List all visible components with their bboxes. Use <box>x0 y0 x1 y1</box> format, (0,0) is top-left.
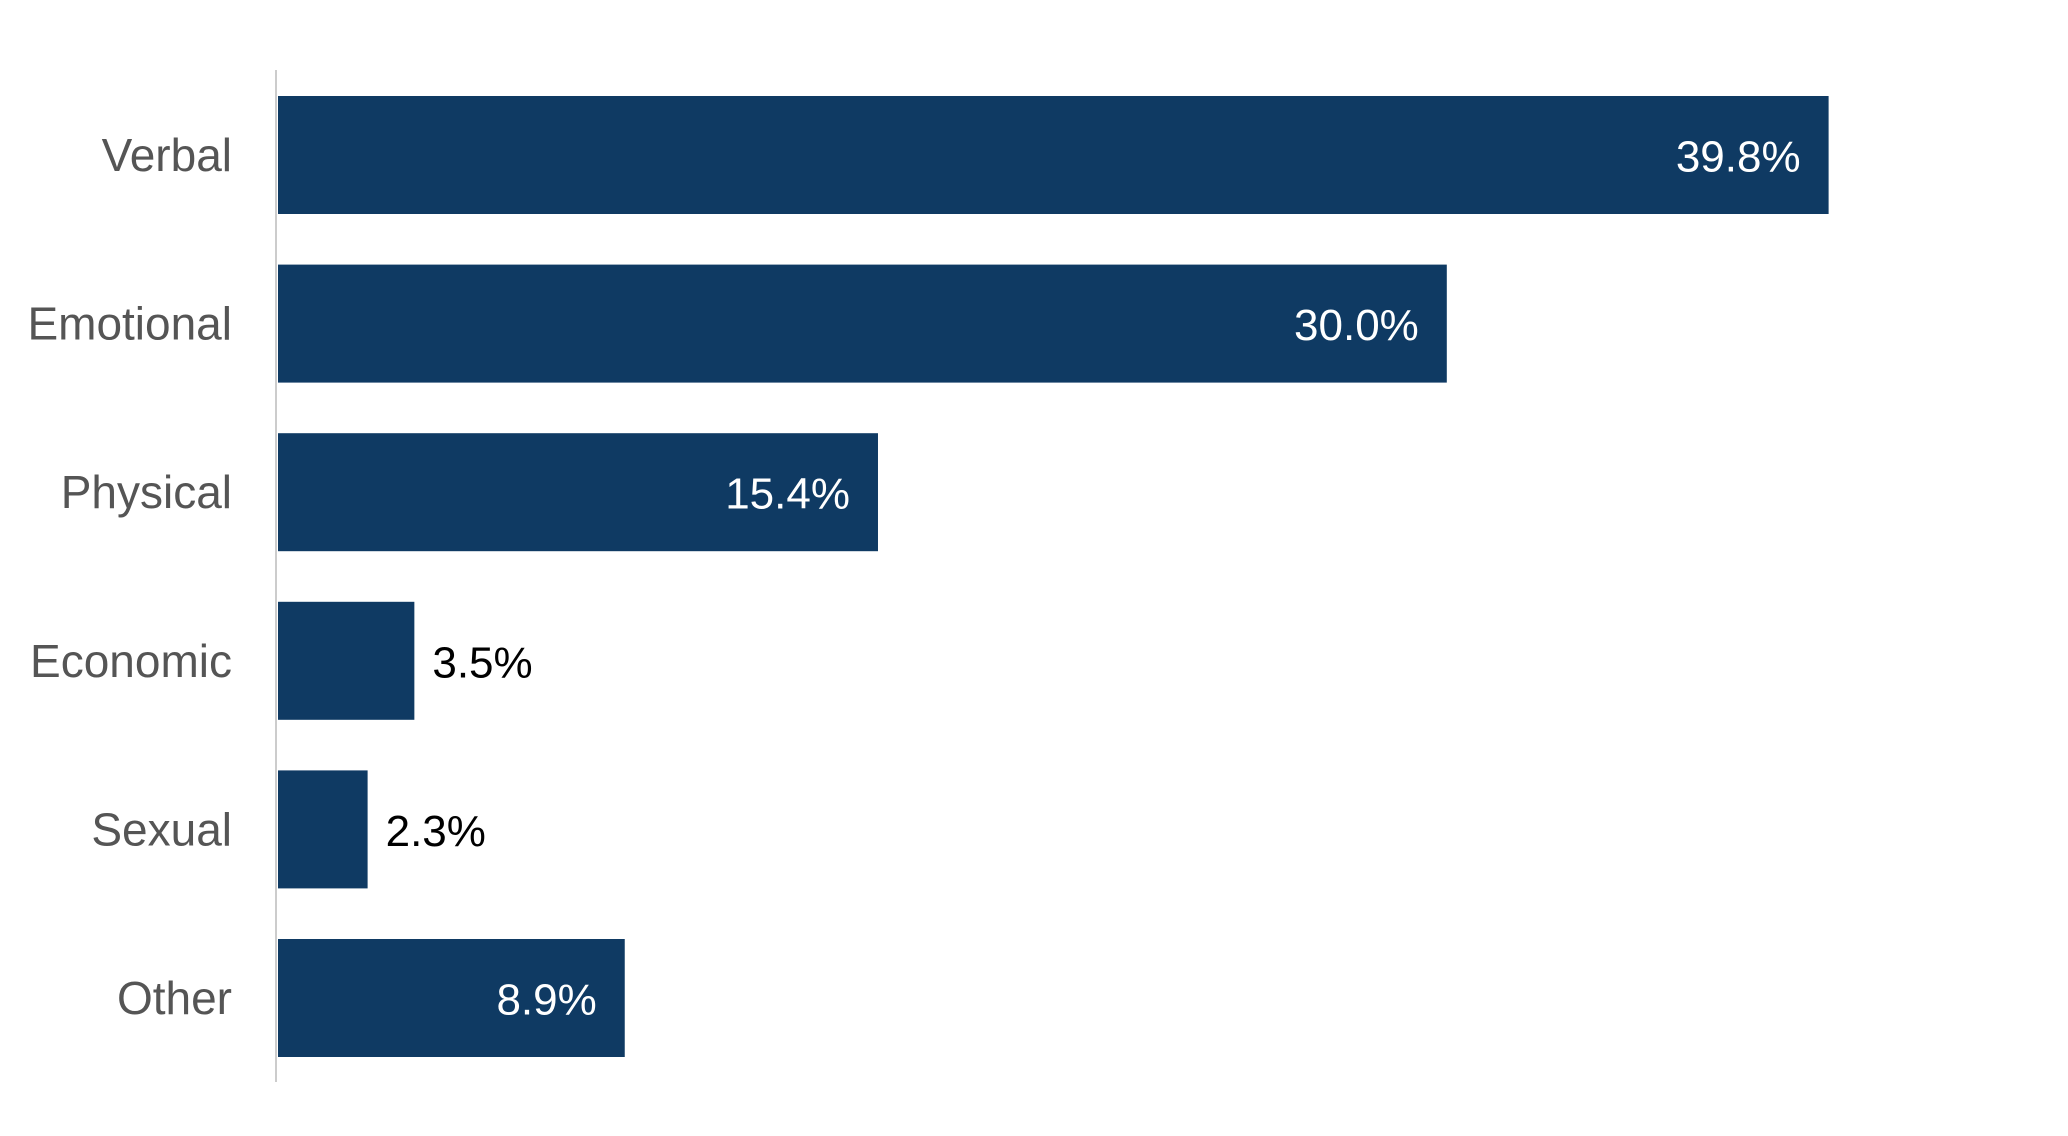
bar-other <box>278 939 625 1057</box>
value-label-sexual: 2.3% <box>386 807 486 856</box>
category-label-physical: Physical <box>61 466 232 518</box>
value-label-other: 8.9% <box>496 976 596 1025</box>
bars-layer <box>278 96 1829 1057</box>
category-label-other: Other <box>117 972 232 1024</box>
value-label-physical: 15.4% <box>725 470 850 519</box>
bar-sexual <box>278 770 368 889</box>
value-label-emotional: 30.0% <box>1294 301 1419 350</box>
category-label-sexual: Sexual <box>91 803 232 855</box>
category-label-economic: Economic <box>30 635 232 687</box>
bar-emotional <box>278 264 1447 383</box>
bar-economic <box>278 601 415 720</box>
value-label-verbal: 39.8% <box>1676 133 1801 182</box>
category-label-verbal: Verbal <box>102 129 232 181</box>
value-label-economic: 3.5% <box>432 638 532 687</box>
bar-verbal <box>278 96 1829 214</box>
bar-physical <box>278 433 878 552</box>
category-label-emotional: Emotional <box>27 298 232 350</box>
labels-layer: Verbal 39.8% Emotional 30.0% Physical 15.4% Ec… <box>27 129 1800 1025</box>
